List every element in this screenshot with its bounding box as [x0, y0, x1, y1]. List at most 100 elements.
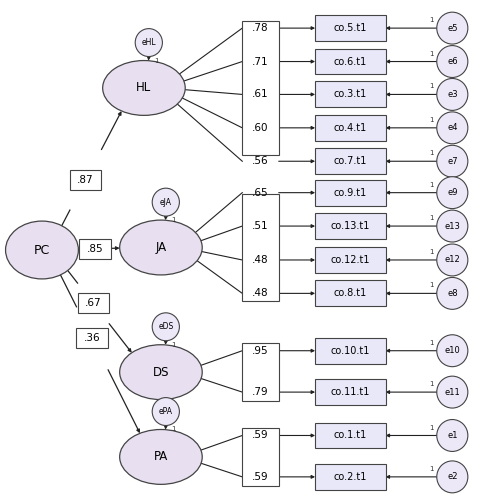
- FancyBboxPatch shape: [315, 338, 386, 363]
- Text: 1: 1: [430, 84, 434, 89]
- Text: co.5.t1: co.5.t1: [334, 23, 367, 33]
- Text: .79: .79: [252, 387, 269, 397]
- Text: .61: .61: [252, 90, 269, 100]
- Text: 1: 1: [430, 381, 434, 387]
- Circle shape: [437, 176, 468, 208]
- FancyBboxPatch shape: [243, 428, 279, 486]
- Circle shape: [135, 28, 162, 56]
- Circle shape: [152, 398, 179, 425]
- FancyBboxPatch shape: [77, 294, 109, 314]
- Text: eHL: eHL: [142, 38, 156, 47]
- Text: e12: e12: [445, 256, 460, 264]
- Text: JA: JA: [155, 241, 167, 254]
- Text: co.4.t1: co.4.t1: [334, 123, 367, 133]
- FancyBboxPatch shape: [315, 15, 386, 41]
- Circle shape: [437, 278, 468, 310]
- Text: e5: e5: [447, 24, 458, 32]
- Ellipse shape: [5, 221, 78, 279]
- Text: co.8.t1: co.8.t1: [334, 288, 367, 298]
- Ellipse shape: [120, 344, 202, 400]
- Text: co.6.t1: co.6.t1: [334, 56, 367, 66]
- Text: 1: 1: [430, 17, 434, 23]
- Text: 1: 1: [430, 340, 434, 345]
- FancyBboxPatch shape: [315, 148, 386, 174]
- Text: 1: 1: [430, 249, 434, 255]
- Text: e3: e3: [447, 90, 458, 99]
- Text: co.3.t1: co.3.t1: [334, 90, 367, 100]
- Text: HL: HL: [136, 82, 151, 94]
- Circle shape: [152, 188, 179, 216]
- Text: eJA: eJA: [160, 198, 172, 206]
- Text: .78: .78: [252, 23, 269, 33]
- Text: .60: .60: [252, 123, 269, 133]
- Circle shape: [152, 313, 179, 340]
- Text: co.11.t1: co.11.t1: [331, 387, 370, 397]
- FancyBboxPatch shape: [243, 344, 279, 401]
- Text: 1: 1: [430, 282, 434, 288]
- Circle shape: [437, 78, 468, 110]
- Text: .36: .36: [84, 334, 101, 344]
- FancyBboxPatch shape: [315, 280, 386, 306]
- Text: e10: e10: [445, 346, 460, 355]
- Circle shape: [437, 335, 468, 366]
- Circle shape: [437, 146, 468, 177]
- Text: e7: e7: [447, 156, 458, 166]
- Circle shape: [437, 461, 468, 493]
- Text: ePA: ePA: [159, 407, 173, 416]
- Text: co.7.t1: co.7.t1: [334, 156, 367, 166]
- Text: 1: 1: [171, 342, 176, 347]
- Text: .71: .71: [252, 56, 269, 66]
- Text: 1: 1: [171, 217, 176, 223]
- Text: 1: 1: [171, 426, 176, 432]
- Text: e9: e9: [447, 188, 458, 197]
- Text: DS: DS: [153, 366, 169, 378]
- Text: .67: .67: [85, 298, 102, 308]
- Text: .65: .65: [252, 188, 269, 198]
- Text: .95: .95: [252, 346, 269, 356]
- Text: 1: 1: [430, 466, 434, 472]
- Text: 1: 1: [430, 50, 434, 56]
- Text: .48: .48: [252, 255, 269, 265]
- Text: co.1.t1: co.1.t1: [334, 430, 367, 440]
- Text: co.2.t1: co.2.t1: [334, 472, 367, 482]
- FancyBboxPatch shape: [315, 82, 386, 108]
- Text: 1: 1: [430, 182, 434, 188]
- FancyBboxPatch shape: [243, 194, 279, 301]
- Ellipse shape: [120, 220, 202, 275]
- Text: co.12.t1: co.12.t1: [331, 255, 370, 265]
- Text: e8: e8: [447, 289, 458, 298]
- Circle shape: [437, 46, 468, 78]
- Text: .56: .56: [252, 156, 269, 166]
- FancyBboxPatch shape: [315, 115, 386, 141]
- Text: e1: e1: [447, 431, 458, 440]
- Circle shape: [437, 376, 468, 408]
- Text: 1: 1: [430, 424, 434, 430]
- FancyBboxPatch shape: [315, 247, 386, 273]
- Text: .51: .51: [252, 221, 269, 231]
- Text: .59: .59: [252, 430, 269, 440]
- Text: co.13.t1: co.13.t1: [331, 221, 370, 231]
- Text: .85: .85: [87, 244, 103, 254]
- Text: 1: 1: [155, 58, 159, 64]
- Circle shape: [437, 210, 468, 242]
- FancyBboxPatch shape: [315, 180, 386, 206]
- Text: .59: .59: [252, 472, 269, 482]
- Text: 1: 1: [430, 215, 434, 221]
- Circle shape: [437, 244, 468, 276]
- Text: e13: e13: [444, 222, 460, 230]
- FancyBboxPatch shape: [76, 328, 108, 348]
- Text: co.10.t1: co.10.t1: [331, 346, 370, 356]
- Text: e4: e4: [447, 124, 458, 132]
- FancyBboxPatch shape: [315, 213, 386, 239]
- Text: 1: 1: [430, 117, 434, 123]
- FancyBboxPatch shape: [315, 464, 386, 490]
- FancyBboxPatch shape: [315, 48, 386, 74]
- Circle shape: [437, 112, 468, 144]
- Circle shape: [437, 12, 468, 44]
- Text: eDS: eDS: [158, 322, 173, 332]
- Ellipse shape: [103, 60, 185, 116]
- FancyBboxPatch shape: [70, 170, 101, 190]
- Circle shape: [437, 420, 468, 452]
- Text: 1: 1: [430, 150, 434, 156]
- Text: .48: .48: [252, 288, 269, 298]
